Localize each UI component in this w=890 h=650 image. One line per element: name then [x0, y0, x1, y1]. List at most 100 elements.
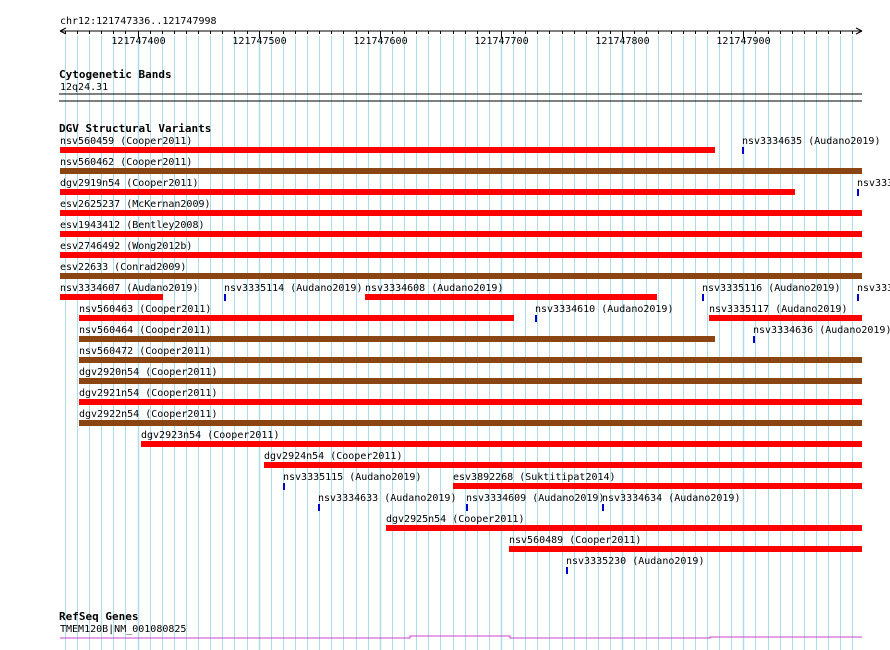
variant-bar[interactable] [79, 357, 862, 363]
variant-insertion-mark[interactable] [857, 189, 859, 196]
variant-feature[interactable]: nsv3334634 (Audano2019) [602, 493, 740, 511]
variant-bar[interactable] [60, 231, 862, 237]
variant-insertion-mark[interactable] [857, 294, 859, 301]
variant-insertion-mark[interactable] [602, 504, 604, 511]
variant-feature[interactable]: dgv2923n54 (Cooper2011) [141, 430, 862, 447]
variant-feature[interactable]: esv22633 (Conrad2009) [60, 262, 862, 279]
variant-label: nsv560489 (Cooper2011) [509, 535, 641, 546]
variant-label: nsv333 [857, 283, 890, 294]
variant-insertion-mark[interactable] [318, 504, 320, 511]
variant-feature[interactable]: esv2625237 (McKernan2009) [60, 199, 862, 216]
variant-insertion-mark[interactable] [466, 504, 468, 511]
variant-bar[interactable] [709, 315, 862, 321]
variant-feature[interactable]: nsv3335114 (Audano2019) [224, 283, 362, 301]
variant-feature[interactable]: esv2746492 (Wong2012b) [60, 241, 862, 258]
variant-label: esv2625237 (McKernan2009) [60, 199, 211, 210]
variant-bar[interactable] [386, 525, 862, 531]
variant-label: nsv560462 (Cooper2011) [60, 157, 192, 168]
refseq-track[interactable]: RefSeq Genes TMEM120B|NM_001080825 [59, 610, 862, 639]
variant-feature[interactable]: nsv3334607 (Audano2019) [60, 283, 198, 300]
variant-feature[interactable]: dgv2924n54 (Cooper2011) [264, 451, 862, 468]
variant-feature[interactable]: nsv3334609 (Audano2019) [466, 493, 604, 511]
variant-bar[interactable] [509, 546, 862, 552]
cytoband-track-title: Cytogenetic Bands [59, 68, 172, 81]
cytoband-track[interactable]: Cytogenetic Bands 12q24.31 [59, 68, 862, 102]
variant-feature[interactable]: nsv3335116 (Audano2019) [702, 283, 840, 301]
variant-feature[interactable]: nsv3334635 (Audano2019) [742, 136, 880, 154]
variant-bar[interactable] [60, 147, 715, 153]
gene-feature[interactable] [60, 635, 862, 639]
ruler-tick-label: 121747400 [111, 36, 165, 47]
variant-insertion-mark[interactable] [753, 336, 755, 343]
variant-label: nsv3334608 (Audano2019) [365, 283, 503, 294]
variant-feature[interactable]: nsv560489 (Cooper2011) [509, 535, 862, 552]
variant-label: dgv2922n54 (Cooper2011) [79, 409, 217, 420]
variant-bar[interactable] [60, 189, 795, 195]
variant-label: esv3892268 (Suktitipat2014) [453, 472, 616, 483]
variant-bar[interactable] [264, 462, 862, 468]
variant-bar[interactable] [79, 336, 715, 342]
variant-label: dgv2924n54 (Cooper2011) [264, 451, 402, 462]
variant-insertion-mark[interactable] [535, 315, 537, 322]
variant-feature[interactable]: dgv2921n54 (Cooper2011) [79, 388, 862, 405]
variant-feature[interactable]: nsv560462 (Cooper2011) [60, 157, 862, 174]
dgv-track-title: DGV Structural Variants [59, 122, 211, 135]
variant-bar[interactable] [365, 294, 657, 300]
dgv-track[interactable]: DGV Structural Variants nsv560459 (Coope… [59, 122, 890, 574]
variant-feature[interactable]: nsv3334608 (Audano2019) [365, 283, 657, 300]
variant-feature[interactable]: nsv3335117 (Audano2019) [709, 304, 862, 321]
variant-feature[interactable]: nsv3334610 (Audano2019) [535, 304, 673, 322]
variant-insertion-mark[interactable] [702, 294, 704, 301]
variant-label: dgv2923n54 (Cooper2011) [141, 430, 279, 441]
variant-label: dgv2919n54 (Cooper2011) [60, 178, 198, 189]
variant-label: nsv3334607 (Audano2019) [60, 283, 198, 294]
variant-feature[interactable]: dgv2920n54 (Cooper2011) [79, 367, 862, 384]
variant-label: nsv560472 (Cooper2011) [79, 346, 211, 357]
variant-label: nsv560463 (Cooper2011) [79, 304, 211, 315]
variant-feature[interactable]: esv3892268 (Suktitipat2014) [453, 472, 862, 489]
variant-feature[interactable]: nsv3335230 (Audano2019) [566, 556, 704, 574]
variant-bar[interactable] [79, 315, 514, 321]
variant-label: nsv560464 (Cooper2011) [79, 325, 211, 336]
variant-feature[interactable]: nsv3334 [857, 178, 890, 196]
variant-bar[interactable] [79, 378, 862, 384]
variant-feature[interactable]: dgv2922n54 (Cooper2011) [79, 409, 862, 426]
variant-bar[interactable] [79, 420, 862, 426]
variant-feature[interactable]: esv1943412 (Bentley2008) [60, 220, 862, 237]
variant-feature[interactable]: nsv333 [857, 283, 890, 301]
variant-label: nsv3335230 (Audano2019) [566, 556, 704, 567]
variant-feature[interactable]: nsv560463 (Cooper2011) [79, 304, 514, 321]
variant-insertion-mark[interactable] [566, 567, 568, 574]
variant-bar[interactable] [60, 294, 163, 300]
variant-feature[interactable]: nsv3335115 (Audano2019) [283, 472, 421, 490]
variant-feature[interactable]: nsv3334636 (Audano2019) [753, 325, 890, 343]
variant-bar[interactable] [60, 210, 862, 216]
variant-label: dgv2920n54 (Cooper2011) [79, 367, 217, 378]
variant-label: nsv3334610 (Audano2019) [535, 304, 673, 315]
variant-label: nsv3335114 (Audano2019) [224, 283, 362, 294]
variant-bar[interactable] [60, 273, 862, 279]
variant-bar[interactable] [60, 168, 862, 174]
variant-label: esv1943412 (Bentley2008) [60, 220, 205, 231]
ruler-right-arrow-icon [855, 27, 863, 35]
variant-insertion-mark[interactable] [224, 294, 226, 301]
variant-bar[interactable] [453, 483, 862, 489]
variant-feature[interactable]: nsv560472 (Cooper2011) [79, 346, 862, 363]
variant-label: nsv3334 [857, 178, 890, 189]
variant-feature[interactable]: nsv560464 (Cooper2011) [79, 325, 715, 342]
variant-insertion-mark[interactable] [283, 483, 285, 490]
variant-insertion-mark[interactable] [742, 147, 744, 154]
ruler-tick-label: 121747900 [716, 36, 770, 47]
variant-feature[interactable]: dgv2919n54 (Cooper2011) [60, 178, 795, 195]
variant-bar[interactable] [79, 399, 862, 405]
variant-label: nsv3334634 (Audano2019) [602, 493, 740, 504]
ruler[interactable]: 121747400 121747500 121747600 121747700 1217… [59, 27, 863, 47]
gene-label: TMEM120B|NM_001080825 [60, 624, 186, 635]
variant-label: nsv3335115 (Audano2019) [283, 472, 421, 483]
variant-bar[interactable] [141, 441, 862, 447]
variant-feature[interactable]: dgv2925n54 (Cooper2011) [386, 514, 862, 531]
variant-label: esv2746492 (Wong2012b) [60, 241, 192, 252]
variant-feature[interactable]: nsv3334633 (Audano2019) [318, 493, 456, 511]
variant-bar[interactable] [60, 252, 862, 258]
variant-feature[interactable]: nsv560459 (Cooper2011) [60, 136, 715, 153]
